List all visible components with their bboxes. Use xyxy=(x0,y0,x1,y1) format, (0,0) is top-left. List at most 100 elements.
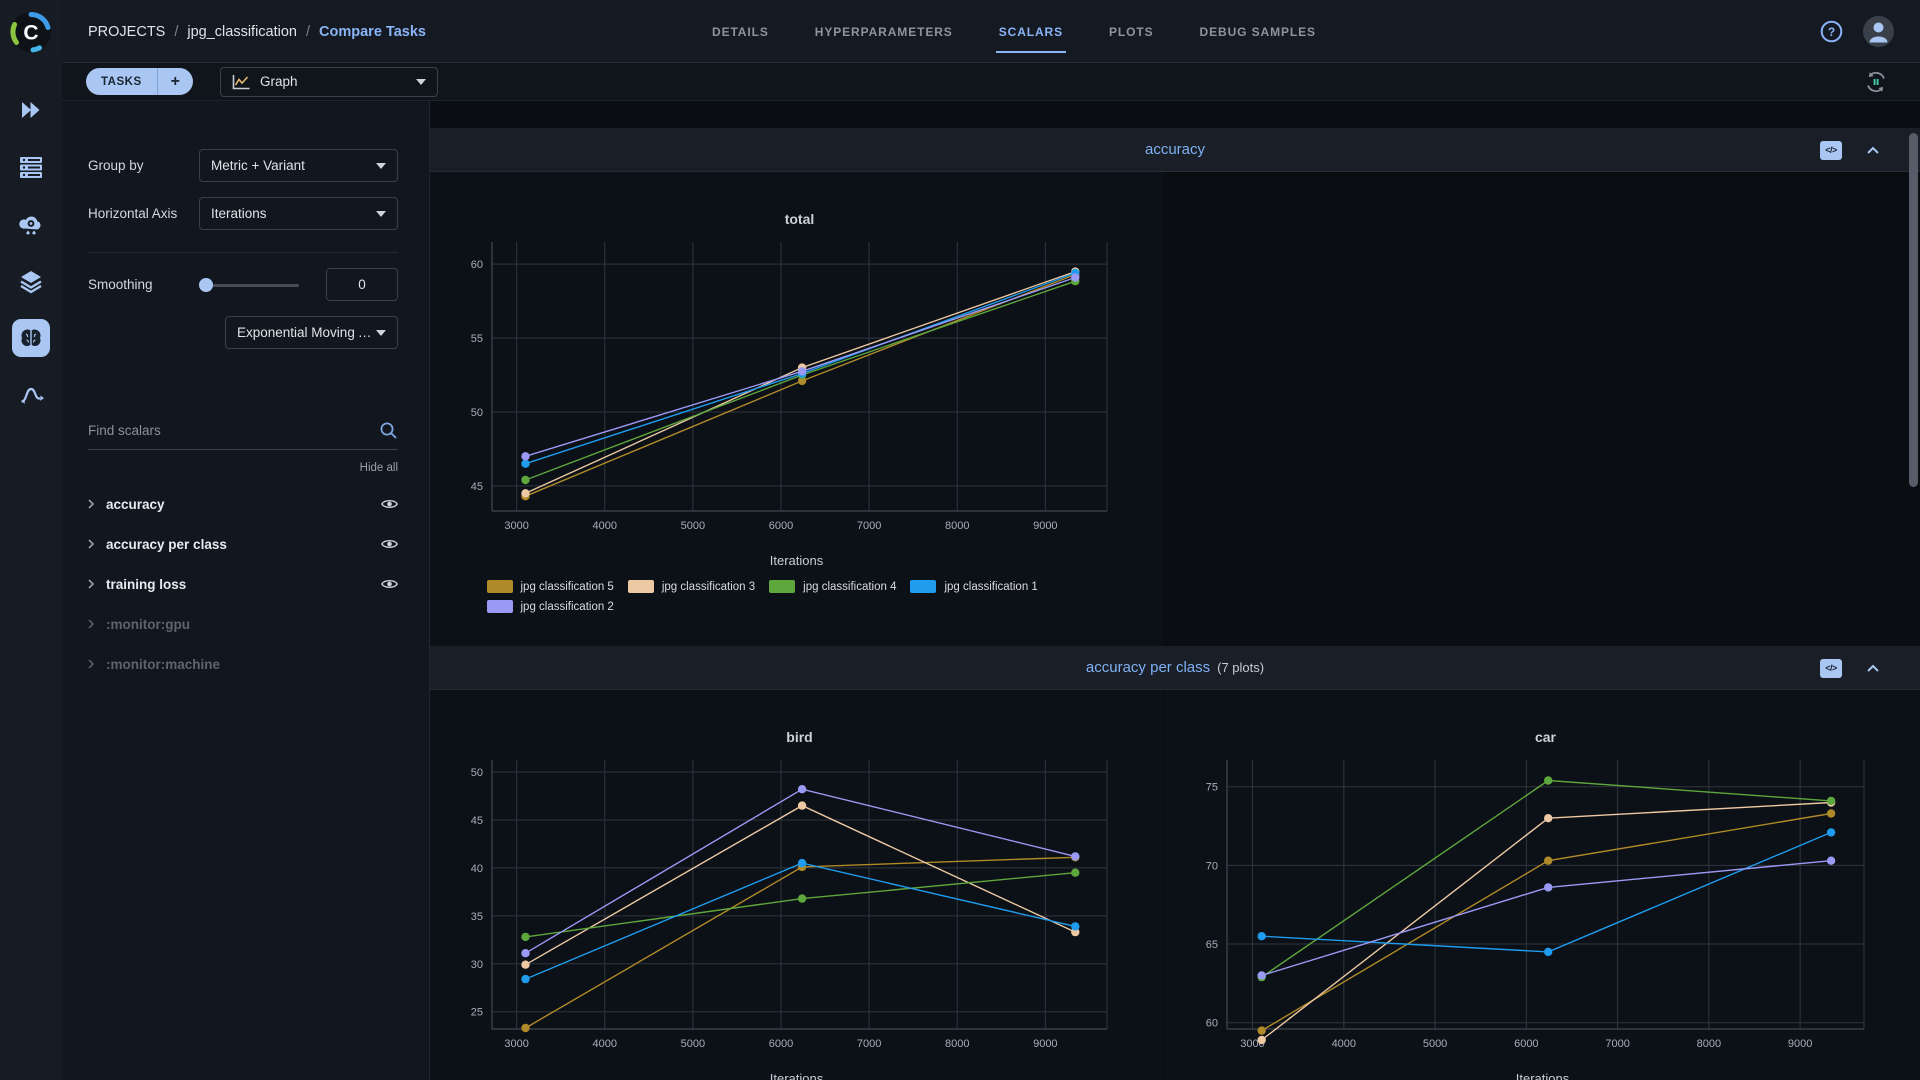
section-body-accuracy-per-class: bird 3000 4000 5000 6000 7000 8000 9000 25 30 35 40… xyxy=(430,690,1920,1080)
chevron-right-icon[interactable] xyxy=(87,498,95,510)
scalars-options-panel: Group by Metric + Variant Horizontal Axi… xyxy=(62,101,430,1080)
auto-refresh-icon xyxy=(1867,72,1885,92)
metric-label: training loss xyxy=(106,576,187,592)
clearml-logo[interactable]: C xyxy=(0,0,62,63)
svg-text:4000: 4000 xyxy=(593,1038,617,1050)
chevron-down-icon xyxy=(415,78,426,85)
charts-scroll-area: accuracy </> total 3000 4000 5000 6000 7000 80… xyxy=(430,101,1920,1080)
section-actions: </> xyxy=(1820,646,1880,690)
breadcrumb-project[interactable]: jpg_classification xyxy=(187,23,297,40)
add-task-button[interactable]: + xyxy=(170,72,180,90)
svg-text:6000: 6000 xyxy=(769,520,793,532)
brain-icon xyxy=(21,329,41,346)
metric-row-monitor-gpu[interactable]: :monitor:gpu xyxy=(62,604,429,644)
breadcrumb-projects[interactable]: PROJECTS xyxy=(88,23,166,40)
sidebar-item-datasets[interactable] xyxy=(12,262,50,300)
plot-bird[interactable]: bird 3000 4000 5000 6000 7000 8000 9000 25 30 35 40… xyxy=(430,690,1163,1052)
sidebar-item-workers-queues[interactable] xyxy=(12,148,50,186)
svg-text:8000: 8000 xyxy=(945,1038,969,1050)
chart-card-car: car 3000 4000 5000 6000 7000 8000 9000 60 65 70 75 … xyxy=(1165,690,1920,1080)
user-avatar[interactable] xyxy=(1863,16,1894,47)
group-by-dropdown[interactable]: Metric + Variant xyxy=(199,149,398,182)
legend-item[interactable]: jpg classification 2 xyxy=(486,600,614,613)
collapse-section-button[interactable] xyxy=(1866,664,1880,673)
embed-code-icon[interactable]: </> xyxy=(1820,658,1842,678)
collapse-section-button[interactable] xyxy=(1866,146,1880,155)
svg-text:3000: 3000 xyxy=(504,520,528,532)
svg-text:7000: 7000 xyxy=(857,1038,881,1050)
svg-text:50: 50 xyxy=(471,407,483,419)
metric-row-accuracy[interactable]: accuracy xyxy=(62,484,429,524)
hide-all-button[interactable]: Hide all xyxy=(359,462,398,474)
section-body-accuracy: total 3000 4000 5000 6000 7000 8000 9000 45 50 55 6… xyxy=(430,172,1920,646)
sidebar-item-projects[interactable] xyxy=(12,91,50,129)
svg-text:35: 35 xyxy=(471,911,483,923)
horizontal-axis-dropdown[interactable]: Iterations xyxy=(199,197,398,230)
svg-text:3000: 3000 xyxy=(504,1038,528,1050)
tab-hyperparameters[interactable]: HYPERPARAMETERS xyxy=(814,24,953,39)
tab-plots[interactable]: PLOTS xyxy=(1109,24,1154,39)
search-icon[interactable] xyxy=(379,421,398,440)
find-scalars-input[interactable] xyxy=(88,423,379,438)
visibility-eye-icon[interactable] xyxy=(381,538,398,550)
svg-text:9000: 9000 xyxy=(1033,1038,1057,1050)
embed-code-icon[interactable]: </> xyxy=(1820,140,1842,160)
metric-label: accuracy per class xyxy=(106,536,227,552)
tasks-button[interactable]: TASKS xyxy=(101,75,142,88)
svg-text:25: 25 xyxy=(471,1007,483,1019)
metric-row-training-loss[interactable]: training loss xyxy=(62,564,429,604)
slider-knob[interactable] xyxy=(199,277,213,292)
tab-debug-samples[interactable]: DEBUG SAMPLES xyxy=(1199,24,1316,39)
legend-label: jpg classification 5 xyxy=(520,580,614,593)
clearml-logo-icon: C xyxy=(10,11,51,52)
svg-text:total: total xyxy=(785,211,815,227)
metric-label: :monitor:gpu xyxy=(106,616,190,632)
panel-divider xyxy=(88,252,398,253)
section-plot-count: (7 plots) xyxy=(1217,660,1265,675)
smoothing-type-dropdown[interactable]: Exponential Moving Av... xyxy=(225,316,398,349)
tab-details[interactable]: DETAILS xyxy=(712,24,769,39)
metric-row-monitor-machine[interactable]: :monitor:machine xyxy=(62,644,429,684)
metric-list: accuracy accuracy per class training los… xyxy=(62,484,429,684)
visibility-eye-icon[interactable] xyxy=(381,578,398,590)
legend-item[interactable]: jpg classification 3 xyxy=(627,580,755,593)
legend-swatch xyxy=(486,600,513,613)
help-icon[interactable]: ? xyxy=(1820,20,1843,43)
tab-scalars[interactable]: SCALARS xyxy=(995,0,1067,63)
visibility-eye-icon[interactable] xyxy=(381,498,398,510)
smoothing-value-input[interactable] xyxy=(326,268,398,301)
plot-total[interactable]: total 3000 4000 5000 6000 7000 8000 9000 45 50 55 6… xyxy=(430,172,1163,534)
chevron-right-icon[interactable] xyxy=(87,658,95,670)
breadcrumb-current-page: Compare Tasks xyxy=(319,23,426,40)
auto-refresh-button[interactable] xyxy=(1863,69,1889,100)
smoothing-type-row: Exponential Moving Av... xyxy=(88,316,398,349)
svg-text:bird: bird xyxy=(786,729,812,745)
top-right-icons: ? xyxy=(1820,0,1894,63)
person-icon xyxy=(1869,22,1888,43)
legend-label: jpg classification 4 xyxy=(803,580,897,593)
horizontal-axis-label: Horizontal Axis xyxy=(88,206,178,221)
legend-swatch xyxy=(486,580,513,593)
sidebar-item-cloud-autoscalers[interactable] xyxy=(12,205,50,243)
chevron-right-icon[interactable] xyxy=(87,618,95,630)
svg-text:65: 65 xyxy=(1206,939,1218,951)
metric-label: :monitor:machine xyxy=(106,656,221,672)
vertical-scrollbar[interactable] xyxy=(1909,133,1918,487)
view-type-dropdown[interactable]: Graph xyxy=(219,66,438,97)
metric-row-accuracy-per-class[interactable]: accuracy per class xyxy=(62,524,429,564)
legend-item[interactable]: jpg classification 4 xyxy=(769,580,896,593)
svg-text:car: car xyxy=(1535,729,1557,745)
slider-track[interactable] xyxy=(201,283,299,287)
smoothing-slider[interactable] xyxy=(199,277,299,292)
chevron-right-icon[interactable] xyxy=(87,578,95,590)
legend-item[interactable]: jpg classification 1 xyxy=(910,580,1038,593)
sidebar-item-pipelines[interactable] xyxy=(12,376,50,414)
chevron-right-icon[interactable] xyxy=(87,538,95,550)
section-header-accuracy: accuracy </> xyxy=(430,128,1920,172)
svg-text:60: 60 xyxy=(1206,1018,1218,1030)
sidebar-item-models[interactable] xyxy=(12,319,50,357)
svg-text:C: C xyxy=(23,21,38,44)
svg-text:7000: 7000 xyxy=(857,520,881,532)
legend-item[interactable]: jpg classification 5 xyxy=(486,580,614,593)
